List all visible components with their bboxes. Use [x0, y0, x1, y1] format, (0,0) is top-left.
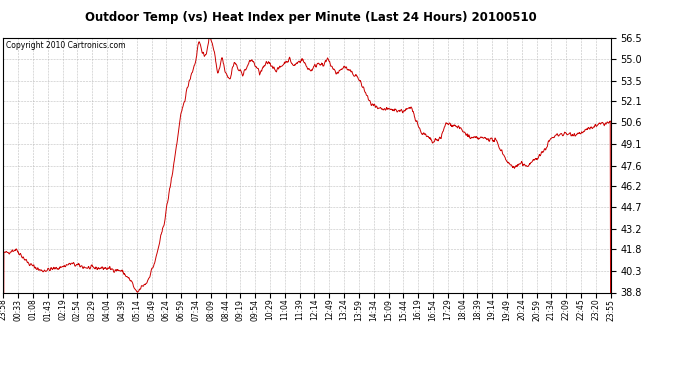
Text: Outdoor Temp (vs) Heat Index per Minute (Last 24 Hours) 20100510: Outdoor Temp (vs) Heat Index per Minute … — [85, 11, 536, 24]
Text: Copyright 2010 Cartronics.com: Copyright 2010 Cartronics.com — [6, 41, 126, 50]
